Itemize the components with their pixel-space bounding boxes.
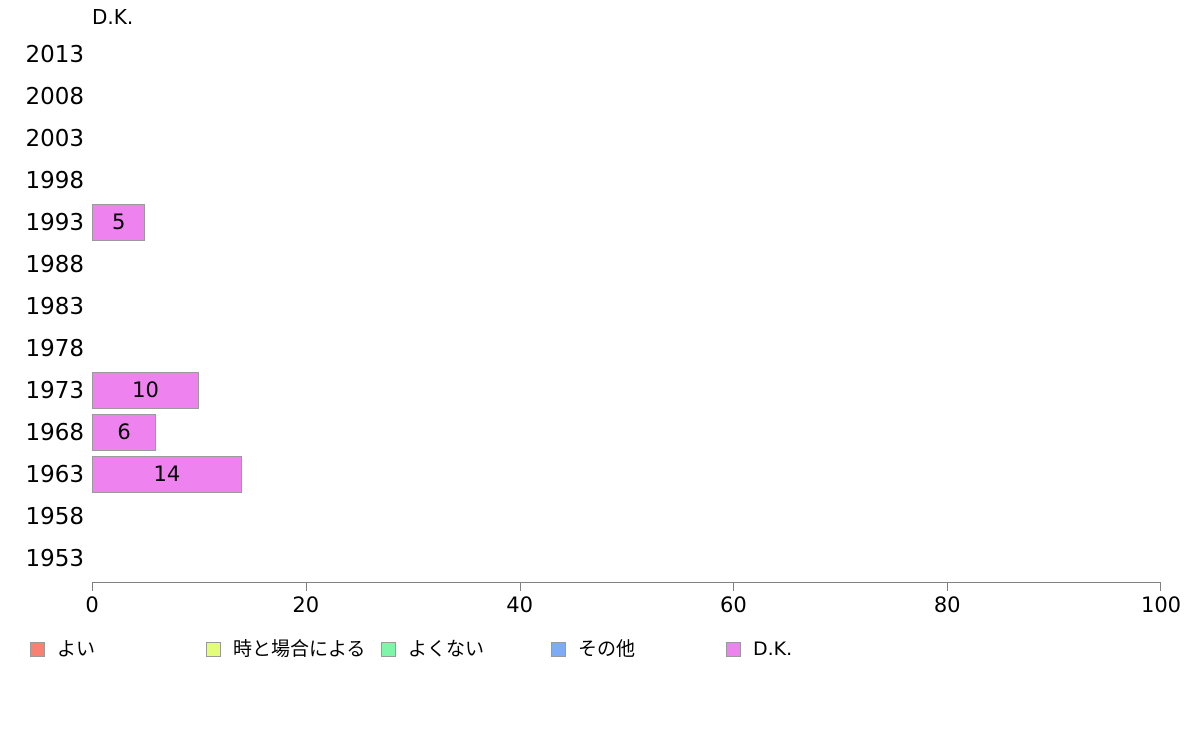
x-axis-tick bbox=[947, 582, 949, 591]
x-axis-tick-label: 0 bbox=[85, 593, 99, 617]
legend-label: D.K. bbox=[753, 638, 793, 660]
row-bars bbox=[92, 496, 1161, 538]
chart-row: 1988 bbox=[0, 244, 1161, 286]
x-axis-line bbox=[92, 582, 1161, 583]
legend-label: よくない bbox=[408, 638, 485, 660]
legend-item[interactable]: D.K. bbox=[726, 636, 792, 662]
y-axis-tick-label: 2008 bbox=[25, 84, 84, 110]
chart-row: 1963 14 bbox=[0, 454, 1161, 496]
legend-color-swatch bbox=[726, 641, 741, 657]
bar[interactable] bbox=[92, 204, 146, 241]
bar-value-label: 14 bbox=[153, 462, 181, 486]
legend-color-swatch bbox=[206, 641, 221, 657]
chart-row: 1968 6 bbox=[0, 412, 1161, 454]
row-bars bbox=[92, 286, 1161, 328]
bar-value-label: 5 bbox=[112, 210, 126, 234]
x-axis-tick-label: 80 bbox=[933, 593, 961, 617]
y-axis-tick-label: 1998 bbox=[25, 168, 84, 194]
chart-row: 2013 bbox=[0, 34, 1161, 76]
legend-color-swatch bbox=[381, 641, 396, 657]
x-axis-tick bbox=[92, 582, 93, 591]
row-bars bbox=[92, 160, 1161, 202]
chart-row: 1993 5 bbox=[0, 202, 1161, 244]
y-axis-tick-label: 1968 bbox=[25, 420, 84, 446]
y-axis-tick-label: 1988 bbox=[25, 252, 84, 278]
bar[interactable] bbox=[92, 372, 199, 409]
y-axis-tick-label: 2013 bbox=[25, 42, 84, 68]
y-axis-tick-label: 1983 bbox=[25, 294, 84, 320]
chart-title: D.K. bbox=[92, 5, 134, 29]
bar[interactable] bbox=[92, 456, 242, 493]
y-axis-tick-label: 2003 bbox=[25, 126, 84, 152]
row-bars: 10 bbox=[92, 370, 1161, 412]
row-bars bbox=[92, 34, 1161, 76]
legend-label: よい bbox=[57, 638, 96, 660]
bar-value-label: 6 bbox=[117, 420, 131, 444]
legend-item[interactable]: よくない bbox=[381, 636, 484, 662]
legend-item[interactable]: よい bbox=[30, 636, 95, 662]
legend-color-swatch bbox=[551, 641, 566, 657]
legend-label: 時と場合による bbox=[233, 638, 366, 660]
row-bars bbox=[92, 76, 1161, 118]
row-bars bbox=[92, 118, 1161, 160]
row-bars: 6 bbox=[92, 412, 1161, 454]
chart-row: 1998 bbox=[0, 160, 1161, 202]
legend-item[interactable]: 時と場合による bbox=[206, 636, 365, 662]
x-axis-tick-label: 100 bbox=[1140, 593, 1182, 617]
chart-row: 2008 bbox=[0, 76, 1161, 118]
y-axis-tick-label: 1973 bbox=[25, 378, 84, 404]
x-axis-tick-label: 40 bbox=[506, 593, 533, 617]
x-axis: 0 20 40 60 80 100 bbox=[85, 582, 1181, 622]
y-axis-tick-label: 1993 bbox=[25, 210, 84, 236]
row-bars bbox=[92, 244, 1161, 286]
chart-row: 1953 bbox=[0, 538, 1161, 580]
chart-row: 1973 10 bbox=[0, 370, 1161, 412]
y-axis-tick-label: 1958 bbox=[25, 504, 84, 530]
bar-value-label: 10 bbox=[132, 378, 159, 402]
legend-color-swatch bbox=[30, 641, 45, 657]
chart-row: 1958 bbox=[0, 496, 1161, 538]
plot-area: 2013 2008 2003 1998 1993 5 1988 1983 1978 1973 10 1… bbox=[25, 34, 1161, 582]
y-axis-tick-label: 1953 bbox=[25, 546, 84, 572]
chart-legend: よい 時と場合による よくない その他 D.K. bbox=[0, 636, 1188, 662]
chart-row: 1983 bbox=[0, 286, 1161, 328]
chart-row: 2003 bbox=[0, 118, 1161, 160]
x-axis-tick bbox=[1160, 582, 1161, 591]
bar[interactable] bbox=[92, 414, 157, 451]
row-bars: 5 bbox=[92, 202, 1161, 244]
x-axis-tick-label: 60 bbox=[720, 593, 747, 617]
x-axis-tick bbox=[519, 582, 521, 591]
row-bars: 14 bbox=[92, 454, 1161, 496]
row-bars bbox=[92, 328, 1161, 370]
y-axis-tick-label: 1963 bbox=[25, 462, 84, 488]
legend-item[interactable]: その他 bbox=[551, 636, 635, 662]
chart-row: 1978 bbox=[0, 328, 1161, 370]
row-bars bbox=[92, 538, 1161, 580]
legend-label: その他 bbox=[578, 638, 636, 660]
y-axis-tick-label: 1978 bbox=[25, 336, 84, 362]
x-axis-tick bbox=[733, 582, 735, 591]
x-axis-tick-label: 20 bbox=[292, 593, 320, 617]
x-axis-tick bbox=[305, 582, 307, 591]
